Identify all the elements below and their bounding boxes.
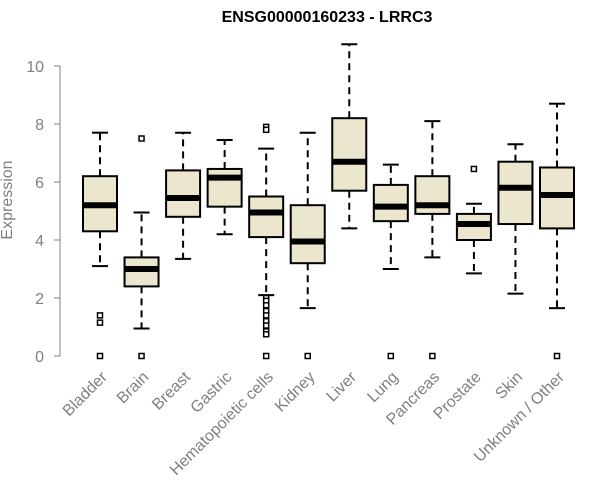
box-breast	[165, 131, 202, 260]
outlier-point	[387, 352, 395, 360]
box-prostate	[455, 165, 492, 275]
outlier-point	[138, 135, 145, 142]
outlier-point	[96, 319, 104, 326]
box-iqr	[289, 204, 326, 265]
box-iqr	[372, 183, 409, 223]
y-tick-label: 4	[35, 233, 44, 250]
x-category-label: Bladder	[60, 368, 111, 419]
outlier-point	[262, 322, 270, 329]
x-category-label: Skin	[492, 369, 526, 403]
box-brain	[123, 135, 160, 360]
y-tick-label: 2	[35, 291, 44, 308]
outlier-point	[262, 352, 270, 360]
x-category-label: Brain	[114, 369, 152, 407]
box-gastric	[206, 138, 243, 236]
outlier-point	[96, 352, 104, 360]
box-skin	[497, 143, 534, 295]
outlier-point	[553, 352, 561, 360]
outlier-point	[470, 165, 478, 173]
outlier-point	[262, 331, 270, 338]
outlier-point	[429, 352, 436, 360]
y-tick-label: 8	[35, 117, 44, 134]
y-tick-label: 0	[35, 349, 44, 366]
outlier-point	[262, 312, 270, 319]
y-tick-label: 10	[26, 59, 44, 76]
box-bladder	[82, 131, 118, 360]
box-kidney	[289, 131, 326, 360]
box-unknown-other	[539, 102, 575, 360]
y-tick-label: 6	[35, 175, 44, 192]
box-iqr	[206, 167, 243, 208]
y-axis-title: Expression	[0, 160, 16, 239]
outlier-point	[262, 302, 270, 309]
box-iqr	[414, 175, 451, 215]
outlier-point	[96, 312, 104, 319]
x-category-label: Lung	[364, 369, 401, 406]
outlier-point	[262, 126, 270, 134]
x-category-label: Liver	[324, 368, 361, 405]
box-liver	[331, 43, 368, 230]
box-iqr	[331, 117, 368, 192]
x-category-label: Kidney	[272, 369, 319, 416]
outlier-point	[138, 352, 145, 360]
box-iqr	[497, 160, 534, 226]
box-iqr	[248, 195, 285, 239]
box-pancreas	[414, 120, 451, 360]
x-category-label: Breast	[149, 368, 194, 413]
chart-title: ENSG00000160233 - LRRC3	[222, 9, 433, 26]
outlier-point	[304, 352, 311, 360]
boxes-group	[82, 43, 575, 360]
box-lung	[372, 163, 409, 360]
box-hematopoietic-cells	[248, 123, 285, 360]
axes: 0 2 4 6 8 10	[26, 59, 61, 366]
box-iqr	[165, 169, 202, 218]
